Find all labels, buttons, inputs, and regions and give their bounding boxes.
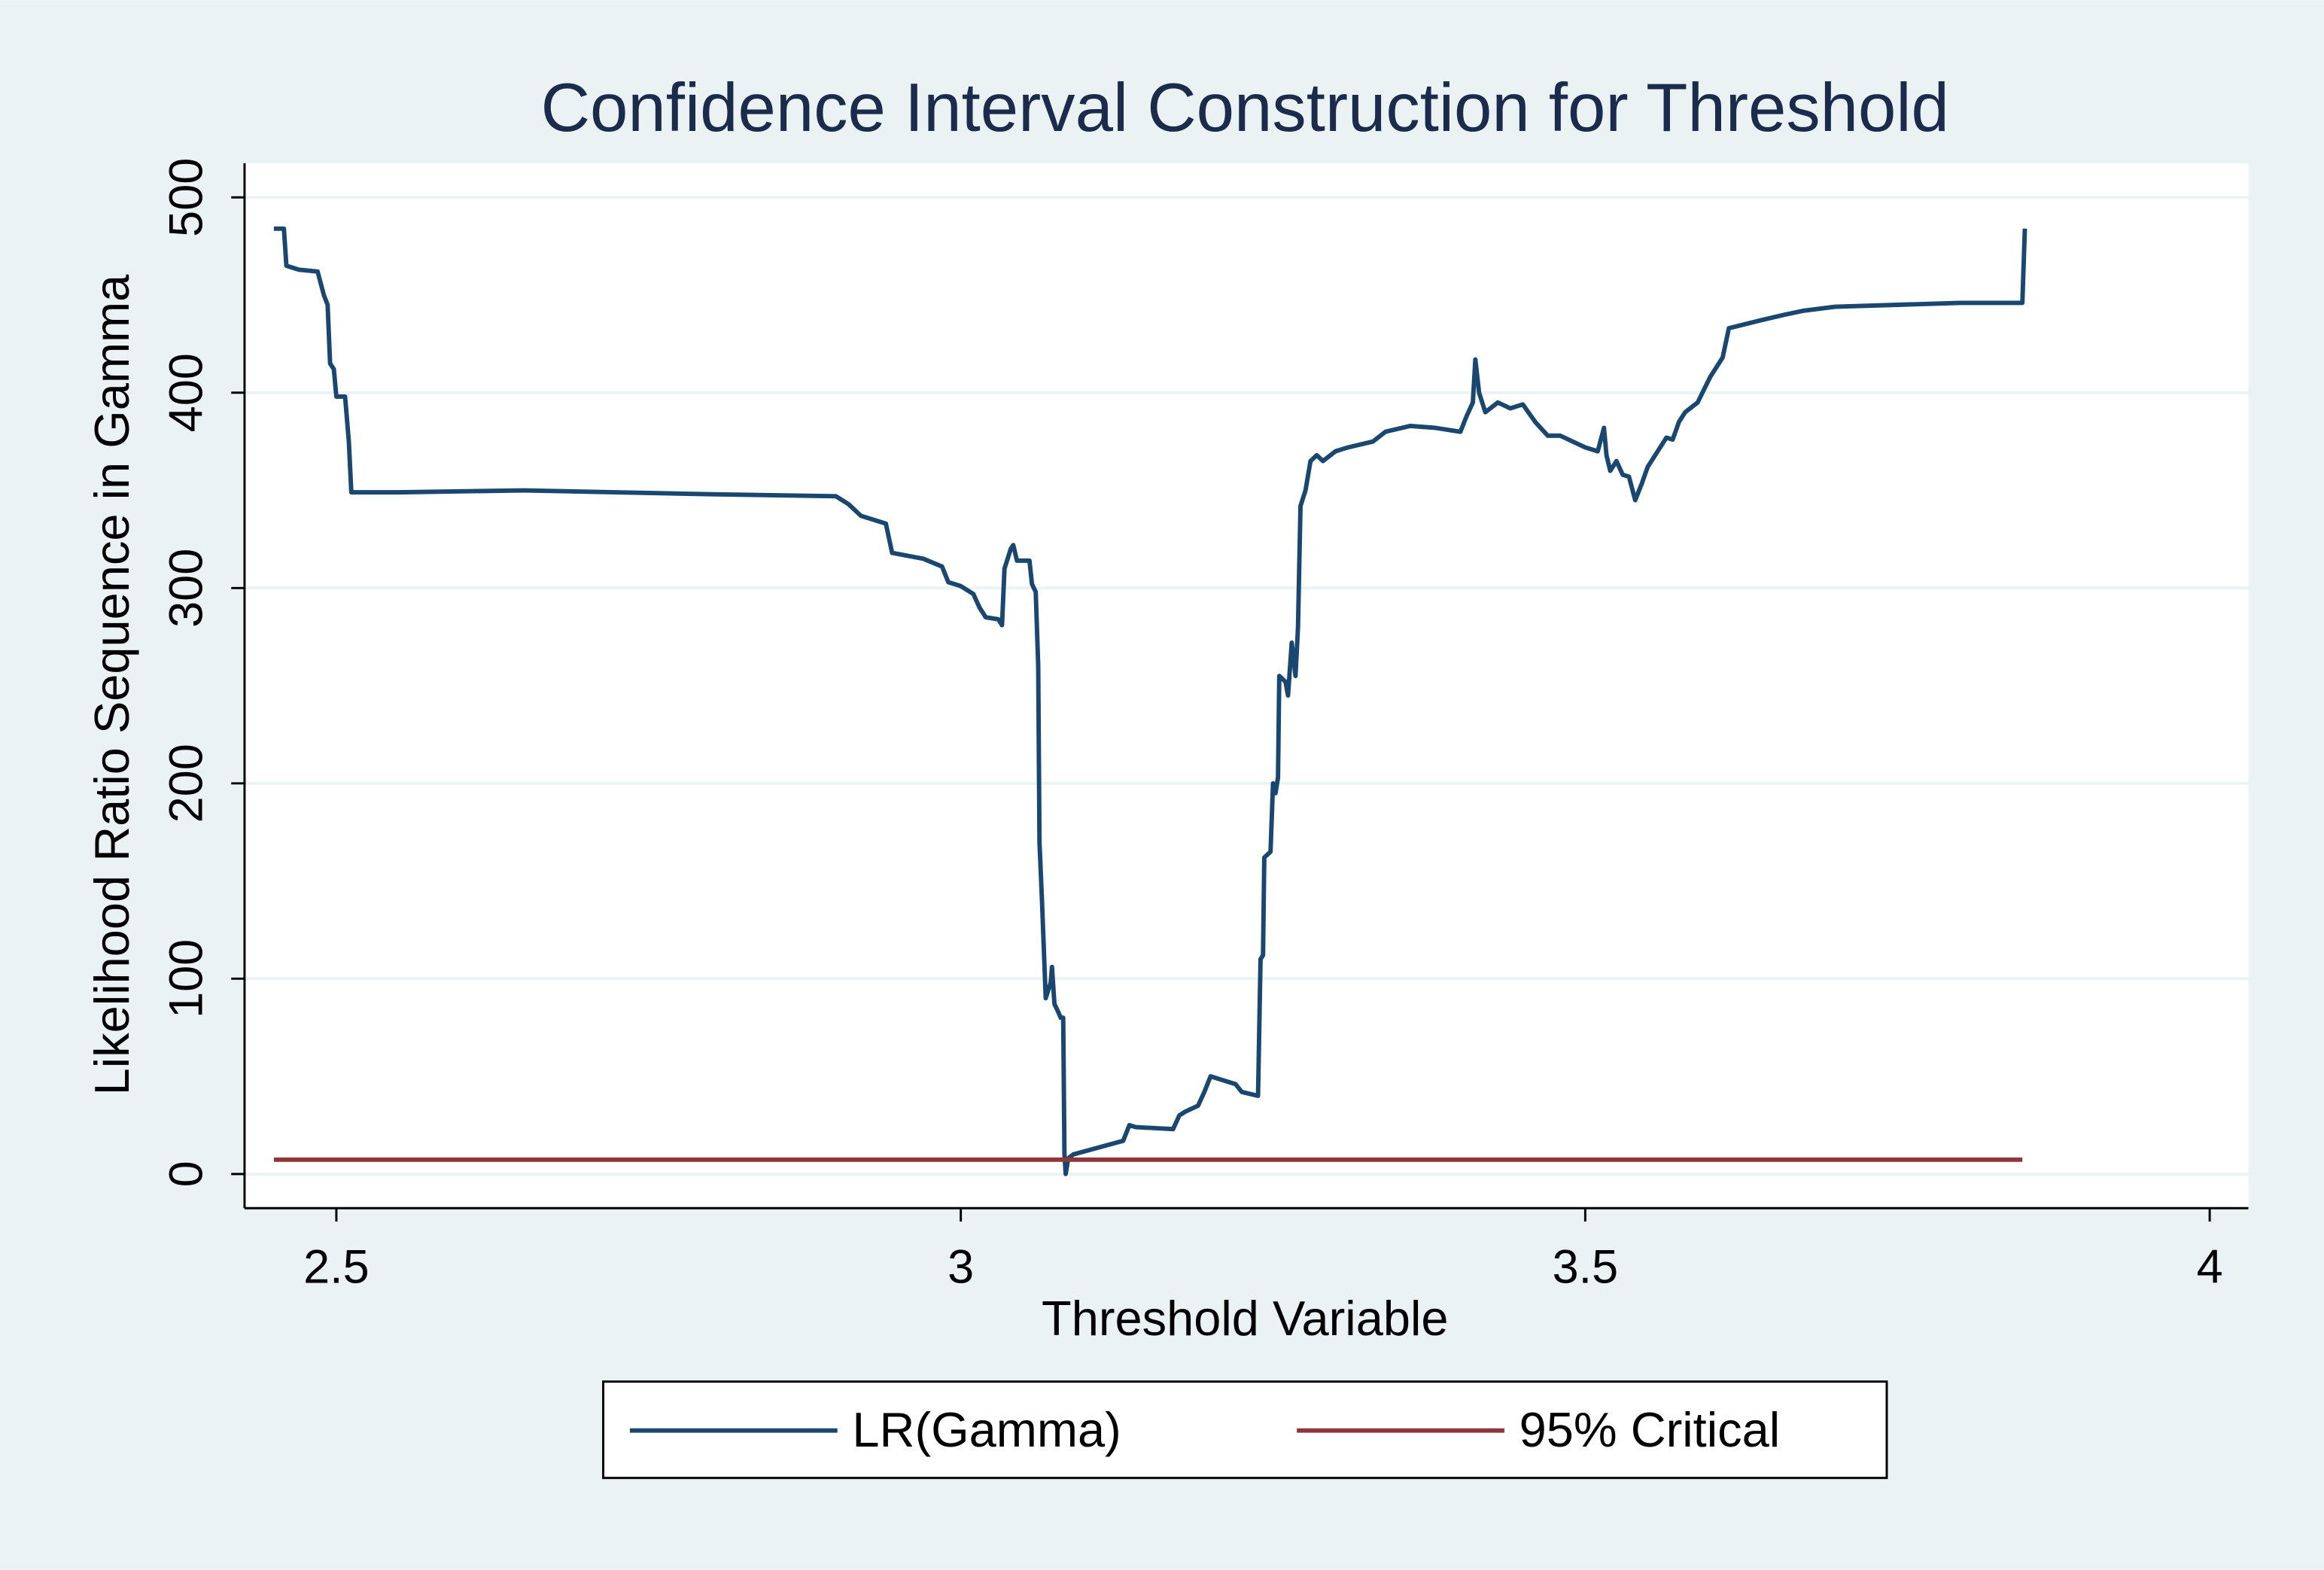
legend-label: 95% Critical — [1519, 1402, 1781, 1457]
y-axis-label: Likelihood Ratio Sequence in Gamma — [84, 274, 139, 1096]
y-tick-label: 500 — [160, 158, 213, 237]
series-line — [273, 226, 2027, 1176]
chart-title: Confidence Interval Construction for Thr… — [541, 70, 1949, 146]
y-tick-label: 300 — [160, 549, 213, 628]
x-tick-label: 3.5 — [1553, 1241, 1619, 1294]
legend-label: LR(Gamma) — [852, 1402, 1121, 1457]
x-axis-label: Threshold Variable — [1042, 1291, 1449, 1346]
x-tick-label: 3 — [948, 1241, 974, 1294]
y-tick-label: 0 — [160, 1161, 213, 1187]
y-tick-label: 100 — [160, 939, 213, 1018]
x-tick-label: 4 — [2197, 1241, 2223, 1294]
y-tick-label: 200 — [160, 744, 213, 823]
y-tick-label: 400 — [160, 353, 213, 432]
plot-area — [244, 163, 2249, 1209]
x-tick-label: 2.5 — [303, 1241, 370, 1294]
